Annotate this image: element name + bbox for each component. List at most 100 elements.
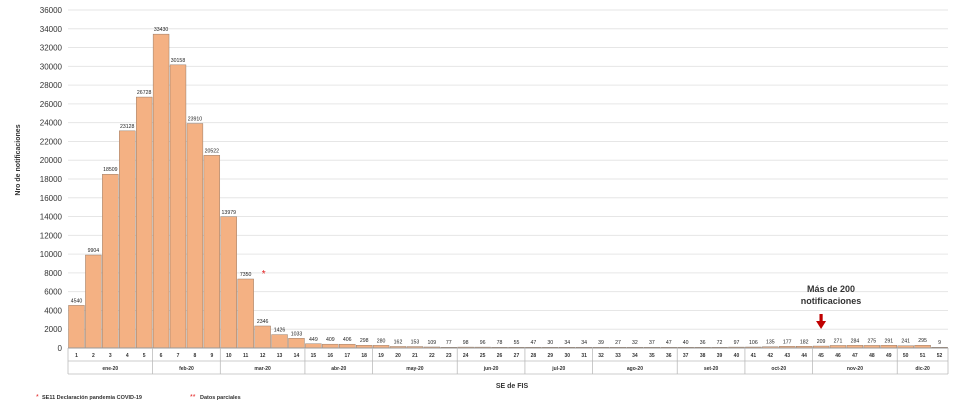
x-tick-label: 24 (463, 353, 469, 359)
bar-value-label: 162 (394, 339, 403, 345)
y-tick-label: 20000 (40, 156, 63, 165)
x-tick-label: 2 (92, 353, 95, 359)
bar-value-label: 284 (851, 338, 860, 344)
bar-value-label: 1033 (291, 331, 303, 337)
bar-value-label: 97 (734, 340, 740, 346)
x-tick-label: 12 (260, 353, 266, 359)
bar-value-label: 109 (428, 340, 437, 346)
x-tick-label: 47 (852, 353, 858, 359)
x-tick-label: 34 (632, 353, 638, 359)
bar-value-label: 271 (834, 338, 843, 344)
month-labels: ene-20 feb-20 mar-20 abr-20 may-20 jun-20 jul-… (67, 348, 949, 374)
x-tick-label: 5 (143, 353, 146, 359)
y-tick-label: 14000 (40, 213, 63, 222)
y-tick-label: 6000 (44, 288, 62, 297)
month-label: dic-20 (915, 366, 930, 372)
x-axis: 1 2 3 4 5 6 7 8 9 10 11 12 13 14 15 16 17 18 19 20 21 22 23 24 2… (68, 347, 948, 375)
legend-label-1: SE11 Declaración pandemia COVID-19 (42, 395, 142, 401)
y-tick-label: 26000 (40, 100, 63, 109)
x-tick-label: 38 (700, 353, 706, 359)
x-tick-label: 7 (177, 353, 180, 359)
y-axis-label: Nro de notificaciones (15, 124, 22, 195)
bar-value-label: 72 (717, 340, 723, 346)
y-tick-label: 4000 (44, 306, 62, 315)
x-tick-label: 32 (598, 353, 604, 359)
y-tick-label: 32000 (40, 44, 63, 53)
bar-value-label: 23910 (188, 117, 203, 123)
x-tick-label: 28 (531, 353, 537, 359)
y-tick-label: 22000 (40, 137, 63, 146)
bar-value-label: 153 (411, 340, 420, 346)
bar-value-label: 449 (309, 337, 318, 343)
x-tick-label: 31 (581, 353, 587, 359)
x-tick-label: 33 (615, 353, 621, 359)
bar-value-label: 291 (884, 338, 893, 344)
y-tick-label: 18000 (40, 175, 63, 184)
bar-value-label: 182 (800, 339, 809, 345)
bar-value-label: 20522 (205, 148, 220, 154)
bar-value-label: 96 (480, 340, 486, 346)
bar-value-label: 13979 (222, 210, 237, 216)
data-labels: 4540 9904 18509 23128 26728 33430 30158 23910 20… (71, 27, 941, 346)
bar-value-label: 98 (463, 340, 469, 346)
bar (119, 130, 136, 349)
bar-value-label: 9 (938, 340, 941, 346)
bar-value-label: 4540 (71, 298, 83, 304)
bar (237, 278, 254, 349)
bar (322, 343, 339, 349)
bar-value-label: 36 (700, 340, 706, 346)
bar (169, 64, 187, 349)
x-tick-label: 46 (835, 353, 841, 359)
bar-value-label: 27 (615, 340, 621, 346)
x-axis-label: SE de FIS (496, 383, 529, 390)
bar (220, 216, 237, 349)
bar-value-label: 9904 (88, 248, 100, 254)
month-label: jul-20 (551, 366, 565, 372)
annotation-line-1: Más de 200 (807, 284, 855, 294)
x-tick-label: 18 (361, 353, 367, 359)
annotation-line-2: notificaciones (801, 296, 862, 306)
bar (135, 96, 153, 349)
x-tick-label: 16 (328, 353, 334, 359)
month-label: abr-20 (331, 366, 346, 372)
bars-group (68, 33, 948, 349)
bar-value-label: 78 (497, 340, 503, 346)
markers: ** (262, 269, 266, 280)
x-tick-label: 37 (683, 353, 689, 359)
bar-value-label: 39 (598, 340, 604, 346)
bar (339, 343, 356, 349)
bar (68, 305, 85, 349)
legend: * SE11 Declaración pandemia COVID-19 ** … (36, 394, 241, 401)
month-label: jun-20 (483, 366, 499, 372)
bar-value-label: 37 (649, 340, 655, 346)
x-tick-label: 40 (734, 353, 740, 359)
x-tick-label: 36 (666, 353, 672, 359)
x-tick-label: 48 (869, 353, 875, 359)
x-tick-label: 10 (226, 353, 232, 359)
y-tick-label: 8000 (44, 269, 62, 278)
month-label: set-20 (704, 366, 719, 372)
x-tick-label: 23 (446, 353, 452, 359)
bar-value-label: 406 (343, 337, 352, 343)
legend-label-2: Datos parciales (200, 395, 241, 401)
x-tick-label: 35 (649, 353, 655, 359)
x-tick-label: 45 (818, 353, 824, 359)
bar-value-label: 409 (326, 337, 335, 343)
y-tick-label: 30000 (40, 62, 63, 71)
x-tick-label: 30 (564, 353, 570, 359)
month-label: ene-20 (102, 366, 118, 372)
bar (186, 123, 204, 349)
x-tick-label: 4 (126, 353, 129, 359)
annotation: Más de 200 notificaciones (801, 284, 862, 329)
y-tick-label: 10000 (40, 250, 63, 259)
x-tick-label: 21 (412, 353, 418, 359)
bar-value-label: 177 (783, 339, 792, 345)
x-tick-label: 42 (768, 353, 774, 359)
x-tick-label: 43 (784, 353, 790, 359)
bar-value-label: 30 (547, 340, 553, 346)
x-tick-label: 27 (514, 353, 520, 359)
x-tick-label: 19 (378, 353, 384, 359)
bar (102, 174, 119, 349)
y-axis-ticks: 0 2000 4000 6000 8000 10000 12000 14000 16000 180… (40, 6, 63, 353)
